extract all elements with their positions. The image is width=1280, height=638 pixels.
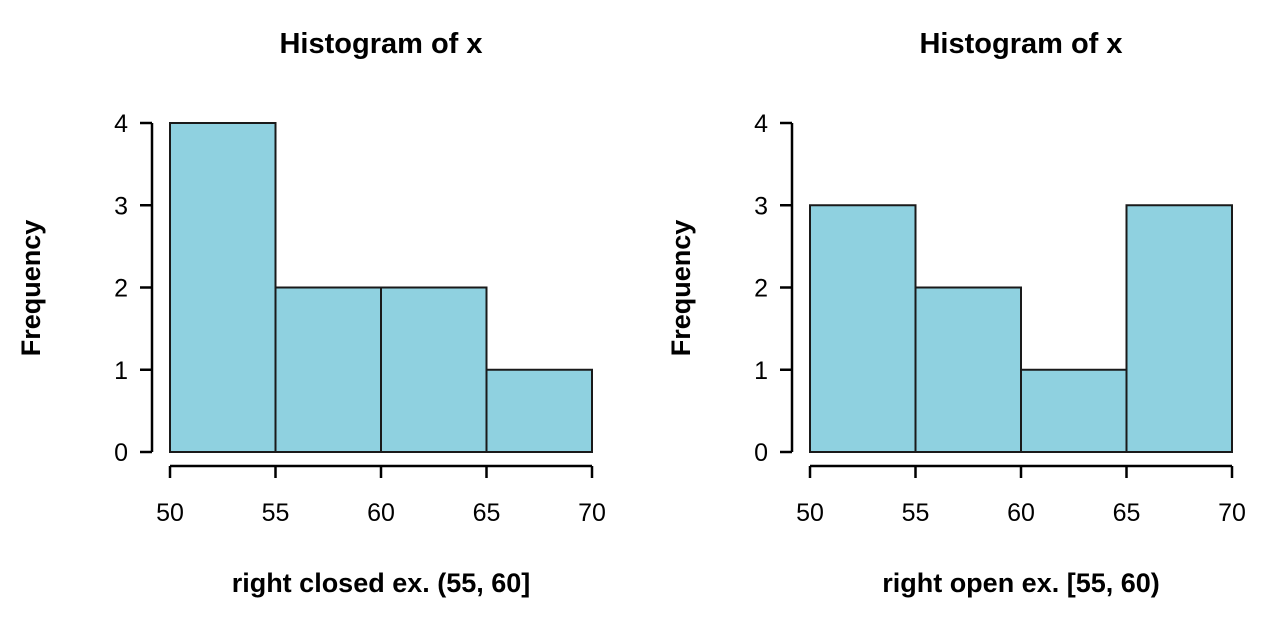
y-tick-label: 2 bbox=[114, 275, 128, 303]
histogram-panel-right: Histogram of x Frequency right open ex. … bbox=[640, 0, 1280, 638]
y-tick-label: 3 bbox=[114, 192, 128, 220]
x-axis-label: right open ex. [55, 60) bbox=[882, 568, 1160, 598]
y-tick-label: 2 bbox=[754, 275, 768, 303]
histogram-right-chart: Histogram of x Frequency right open ex. … bbox=[666, 28, 1246, 598]
x-tick-label: 60 bbox=[367, 499, 395, 527]
histogram-bar bbox=[380, 286, 488, 453]
histogram-bar bbox=[169, 122, 277, 453]
y-tick-label: 1 bbox=[114, 357, 128, 385]
histogram-bar bbox=[485, 368, 593, 453]
x-tick-label: 65 bbox=[473, 499, 501, 527]
histogram-bar bbox=[809, 204, 917, 453]
y-tick-label: 4 bbox=[754, 110, 768, 138]
y-tick-label: 0 bbox=[114, 439, 128, 467]
x-tick-label: 50 bbox=[796, 499, 824, 527]
x-tick-label: 65 bbox=[1113, 499, 1141, 527]
plot-area: 0 1 2 3 4 50 55 60 65 70 bbox=[114, 110, 606, 527]
x-tick-label: 70 bbox=[578, 499, 606, 527]
y-tick-label: 4 bbox=[114, 110, 128, 138]
chart-title: Histogram of x bbox=[919, 28, 1122, 60]
x-tick-label: 55 bbox=[262, 499, 290, 527]
chart-title: Histogram of x bbox=[279, 28, 482, 60]
x-tick-label: 60 bbox=[1007, 499, 1035, 527]
x-axis-label: right closed ex. (55, 60] bbox=[232, 568, 531, 598]
y-tick-label: 0 bbox=[754, 439, 768, 467]
y-tick-label: 1 bbox=[754, 357, 768, 385]
histogram-bar bbox=[914, 286, 1022, 453]
histogram-panel-left: Histogram of x Frequency right closed ex… bbox=[16, 28, 606, 598]
histogram-bar bbox=[1020, 368, 1128, 453]
x-tick-label: 50 bbox=[156, 499, 184, 527]
x-tick-label: 55 bbox=[902, 499, 930, 527]
y-axis-label: Frequency bbox=[666, 220, 696, 357]
histogram-left-chart: Histogram of x Frequency right closed ex… bbox=[16, 28, 606, 598]
histogram-bar bbox=[274, 286, 382, 453]
plot-area: 0 1 2 3 4 50 55 60 65 70 bbox=[754, 110, 1246, 527]
x-tick-label: 70 bbox=[1218, 499, 1246, 527]
y-axis-label: Frequency bbox=[16, 220, 46, 357]
histogram-bar bbox=[1125, 204, 1233, 453]
y-tick-label: 3 bbox=[754, 192, 768, 220]
